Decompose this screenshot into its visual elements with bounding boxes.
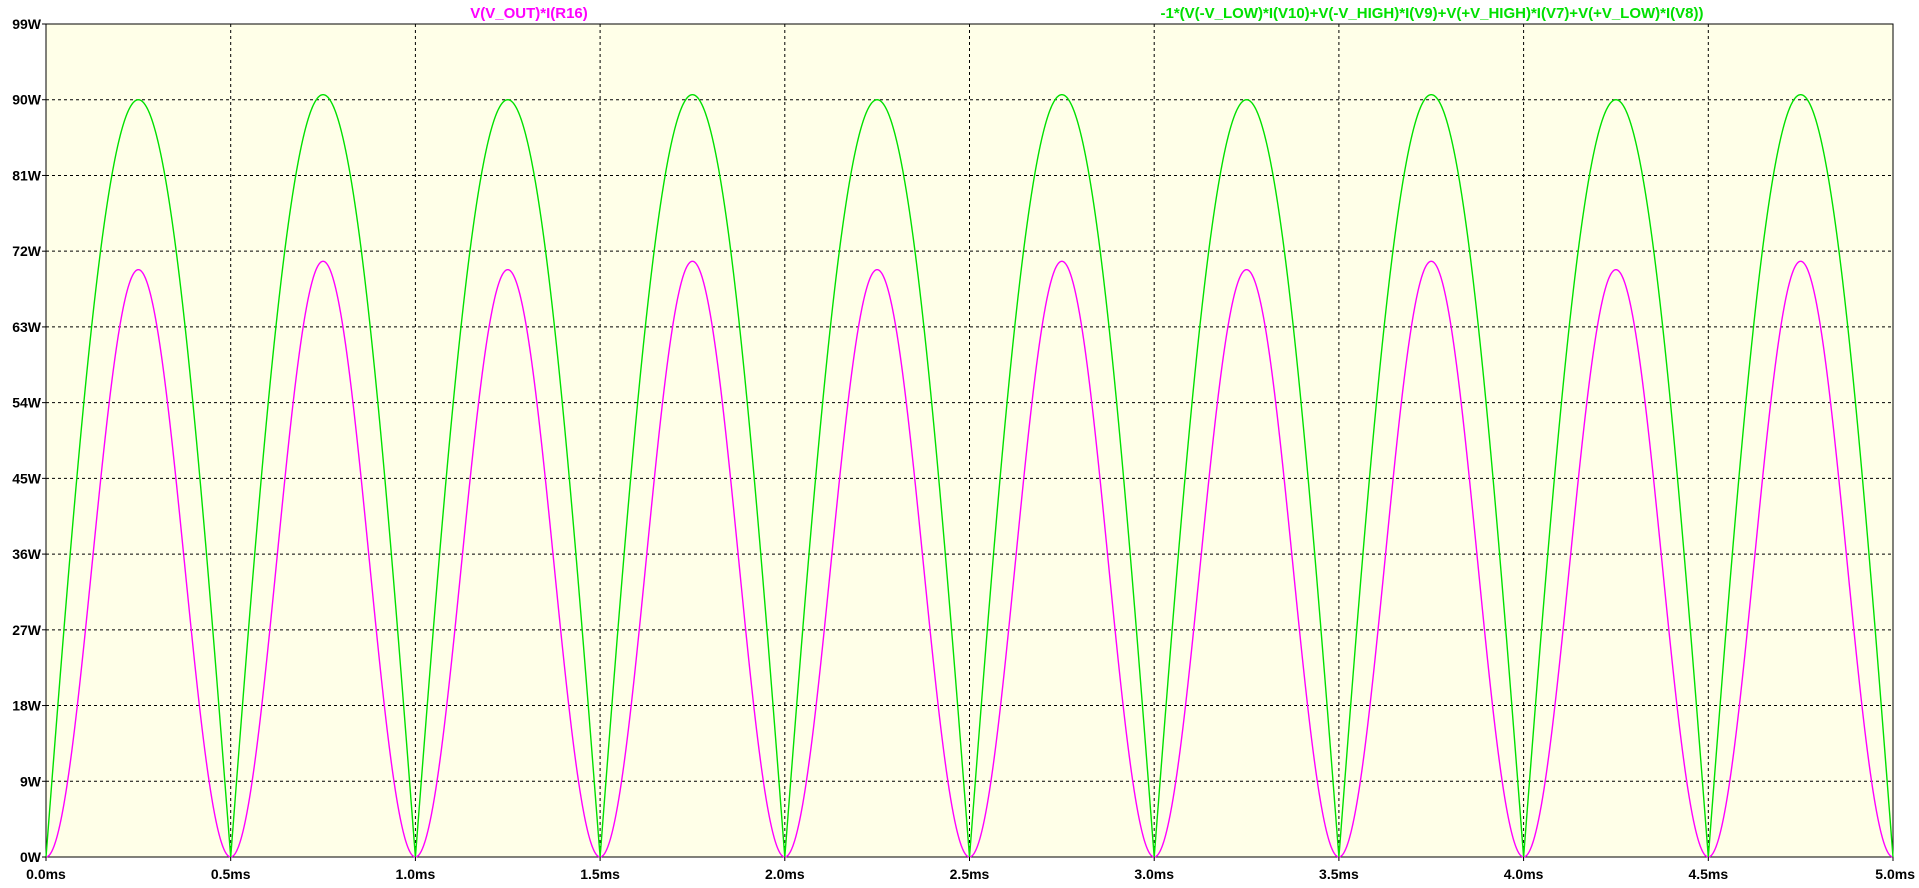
x-tick-label: 3.5ms [1319,866,1359,882]
x-axis: 0.0ms 0.5ms 1.0ms 1.5ms 2.0ms 2.5ms 3.0ms 3.5ms… [26,857,1915,882]
x-tick-label: 1.0ms [396,866,436,882]
x-tick-label: 0.0ms [26,866,66,882]
trace-title-supply-power: -1*(V(-V_LOW)*I(V10)+V(-V_HIGH)*I(V9)+V(… [1160,5,1703,22]
x-tick-label: 0.5ms [211,866,251,882]
x-tick-label: 1.5ms [580,866,620,882]
x-tick-label: 2.5ms [950,866,990,882]
y-axis: 0W 9W 18W 27W 36W 45W 54W 63W 72W 81W 90W 99W [12,16,46,865]
grid-lines [46,24,1893,857]
trace-title-vout-power: V(V_OUT)*I(R16) [470,5,588,22]
x-tick-label: 4.5ms [1688,866,1728,882]
y-tick-label: 45W [12,470,42,486]
y-tick-label: 36W [12,546,42,562]
x-tick-label: 2.0ms [765,866,805,882]
x-tick-label: 5.0ms [1875,866,1915,882]
x-tick-label: 4.0ms [1504,866,1544,882]
y-tick-label: 9W [20,773,42,789]
y-tick-label: 54W [12,395,42,411]
y-tick-label: 63W [12,319,42,335]
y-tick-label: 18W [12,698,42,714]
y-tick-label: 99W [12,16,42,32]
y-tick-label: 27W [12,622,42,638]
y-tick-label: 81W [12,167,42,183]
x-tick-label: 3.0ms [1134,866,1174,882]
y-tick-label: 0W [20,849,42,865]
y-tick-label: 90W [12,92,42,108]
y-tick-label: 72W [12,243,42,259]
